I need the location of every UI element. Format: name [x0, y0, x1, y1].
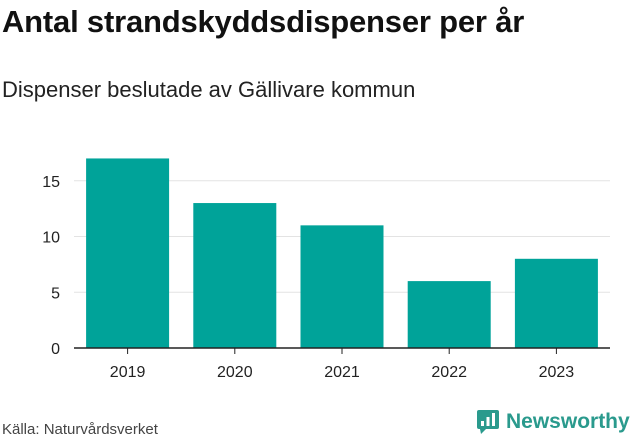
x-tick-label: 2023 [539, 364, 575, 381]
y-tick-label: 0 [51, 341, 60, 358]
x-axis-ticks: 2019 2020 2021 2022 2023 [110, 348, 574, 381]
y-tick-label: 10 [42, 230, 60, 247]
source-note: Källa: Naturvårdsverket [2, 421, 158, 438]
brand-logo: Newsworthy [476, 409, 630, 435]
chart-subtitle: Dispenser beslutade av Gällivare kommun [2, 77, 416, 102]
newsworthy-logo-icon [477, 410, 499, 434]
y-tick-label: 5 [51, 285, 60, 302]
bars [86, 158, 598, 348]
bar-2019 [86, 158, 170, 348]
chart-title: Antal strandskyddsdispenser per år [2, 4, 525, 39]
y-tick-label: 15 [42, 174, 60, 191]
bar-2022 [407, 281, 491, 348]
y-axis-ticks: 0 5 10 15 [42, 174, 60, 358]
bar-2020 [193, 203, 277, 348]
bar-2023 [514, 258, 598, 348]
x-tick-label: 2019 [110, 364, 146, 381]
bar-2021 [300, 225, 384, 348]
brand-name: Newsworthy [506, 410, 630, 433]
x-tick-label: 2021 [324, 364, 360, 381]
x-tick-label: 2020 [217, 364, 253, 381]
x-tick-label: 2022 [431, 364, 467, 381]
